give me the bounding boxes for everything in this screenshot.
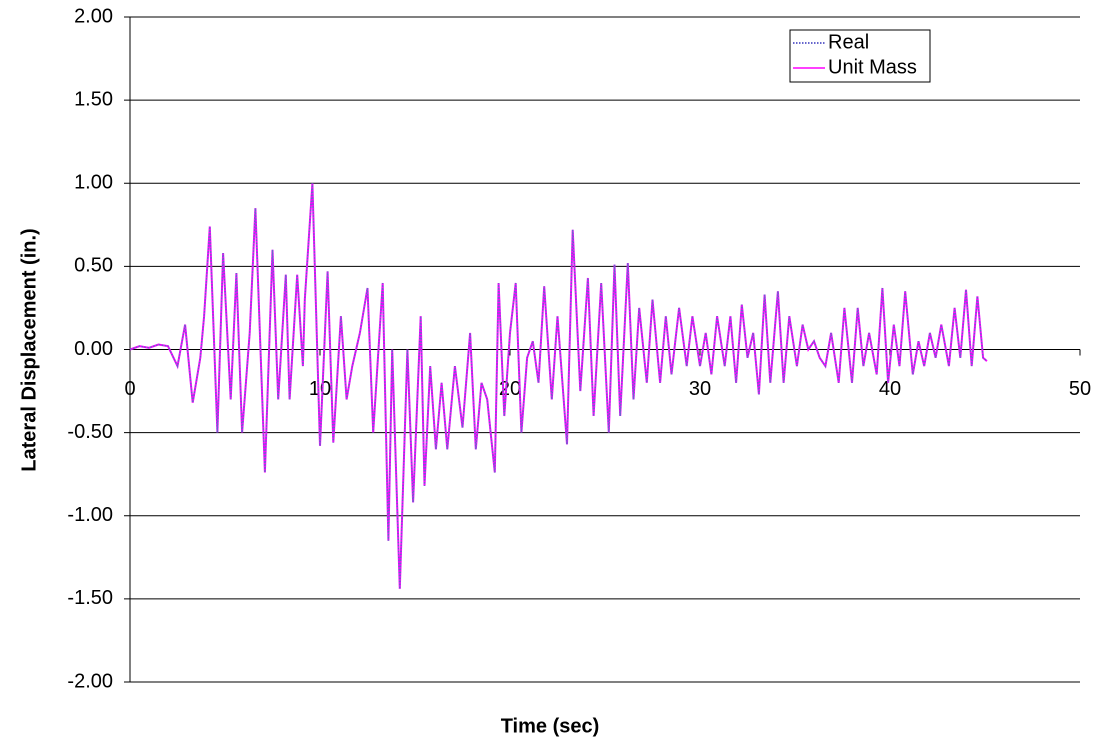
y-axis-title: Lateral Displacement (in.)	[18, 228, 40, 471]
legend-label: Unit Mass	[828, 56, 917, 78]
y-tick-label: 0.50	[74, 255, 113, 277]
legend-box	[789, 29, 931, 83]
legend-label: Real	[828, 31, 869, 53]
y-tick-label: -1.50	[67, 587, 113, 609]
y-tick-label: 0.00	[74, 338, 113, 360]
x-tick-label: 10	[309, 378, 331, 400]
x-tick-label: 50	[1069, 378, 1091, 400]
y-tick-label: 1.50	[74, 88, 113, 110]
x-tick-label: 0	[124, 378, 135, 400]
y-tick-label: 1.00	[74, 172, 113, 194]
y-tick-label: -1.00	[67, 504, 113, 526]
y-tick-label: 2.00	[74, 5, 113, 27]
x-tick-label: 20	[499, 378, 521, 400]
x-tick-label: 30	[689, 378, 711, 400]
x-axis-title: Time (sec)	[501, 715, 600, 737]
series-line	[129, 183, 988, 589]
series-line	[129, 183, 988, 589]
x-tick-label: 40	[879, 378, 901, 400]
y-tick-label: -2.00	[67, 670, 113, 692]
y-tick-label: -0.50	[67, 421, 113, 443]
